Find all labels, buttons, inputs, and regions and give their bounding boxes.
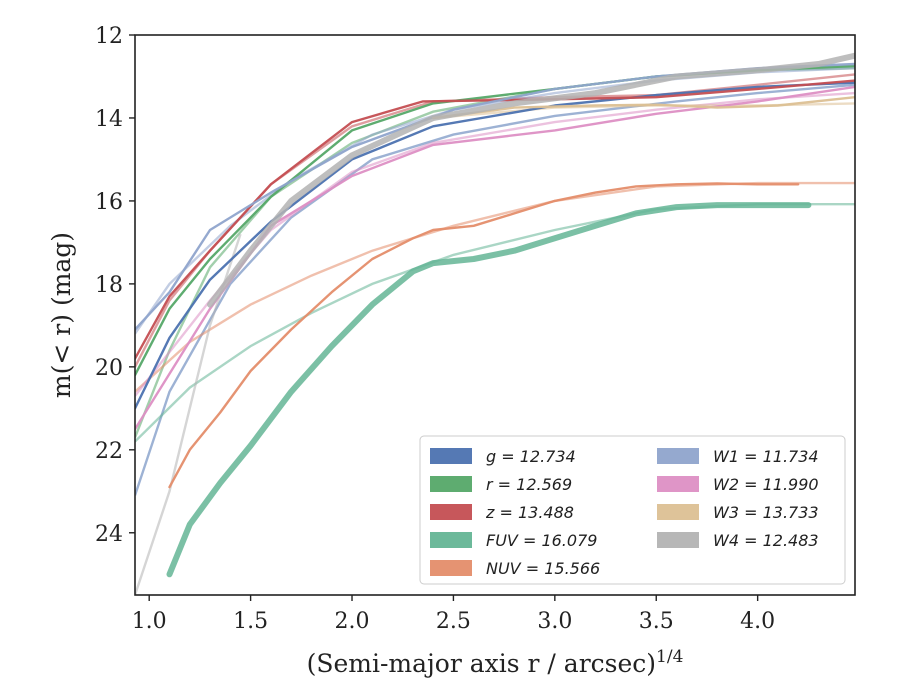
- legend-label-w4: W4 = 12.483: [713, 531, 819, 550]
- series-line-z: [135, 79, 855, 360]
- legend-label-z: z = 13.488: [485, 503, 574, 522]
- legend-label-w2: W2 = 11.990: [713, 475, 819, 494]
- x-axis-label: (Semi-major axis r / arcsec)1/4: [307, 647, 684, 678]
- legend-label-fuv: FUV = 16.079: [486, 531, 597, 550]
- legend-swatch-z: [430, 504, 472, 520]
- x-tick-label: 2.0: [335, 609, 370, 634]
- legend-swatch-w2: [657, 476, 699, 492]
- legend: g = 12.734 r = 12.569 z = 13.488 FUV = 16.0…: [419, 435, 846, 585]
- y-tick-label: 20: [95, 356, 123, 381]
- y-tick-label: 14: [95, 107, 123, 132]
- series-model-line-g: [135, 83, 855, 496]
- legend-label-g: g = 12.734: [486, 447, 576, 466]
- y-tick-label: 22: [95, 439, 123, 464]
- legend-swatch-w3: [657, 504, 699, 520]
- x-tick-label: 1.5: [233, 609, 268, 634]
- legend-swatch-r: [430, 476, 472, 492]
- legend-swatch-nuv: [430, 560, 472, 576]
- plot-frame: [134, 34, 856, 596]
- y-tick-label: 24: [95, 522, 123, 547]
- legend-label-nuv: NUV = 15.566: [486, 559, 600, 578]
- series-line-w3: [431, 96, 855, 120]
- series-model-line-z: [135, 73, 855, 368]
- series-line-nuv: [168, 182, 800, 489]
- x-axis-label-superscript: 1/4: [656, 647, 683, 667]
- legend-label-w1: W1 = 11.734: [713, 447, 819, 466]
- series-line-g: [135, 81, 855, 410]
- legend-box: [419, 435, 846, 585]
- x-tick-label: 2.5: [436, 609, 471, 634]
- x-tick-label: 3.5: [639, 609, 674, 634]
- legend-swatch-w4: [657, 532, 699, 548]
- legend-swatch-g: [430, 448, 472, 464]
- plot-area: [135, 52, 855, 595]
- legend-label-r: r = 12.569: [486, 475, 572, 494]
- series-line-w4: [207, 52, 855, 308]
- legend-label-w3: W3 = 13.733: [713, 503, 819, 522]
- y-axis-label: m(< r) (mag): [47, 232, 76, 398]
- x-tick-label: 3.0: [537, 609, 572, 634]
- x-tick-label: 1.0: [132, 609, 167, 634]
- x-tick-label: 4.0: [740, 609, 775, 634]
- legend-swatch-w1: [657, 448, 699, 464]
- legend-swatch-fuv: [430, 532, 472, 548]
- series-line-fuv: [166, 202, 812, 578]
- y-tick-label: 12: [95, 24, 123, 49]
- y-tick-label: 18: [95, 273, 123, 298]
- x-axis-label-text: (Semi-major axis r / arcsec): [307, 649, 656, 678]
- y-tick-label: 16: [95, 190, 123, 215]
- axis-ticks: 1.0 1.5 2.0 2.5 3.0 3.5 4.0 12 14 16 18 20 22 24: [95, 24, 775, 634]
- series-model-line-fuv: [135, 203, 855, 443]
